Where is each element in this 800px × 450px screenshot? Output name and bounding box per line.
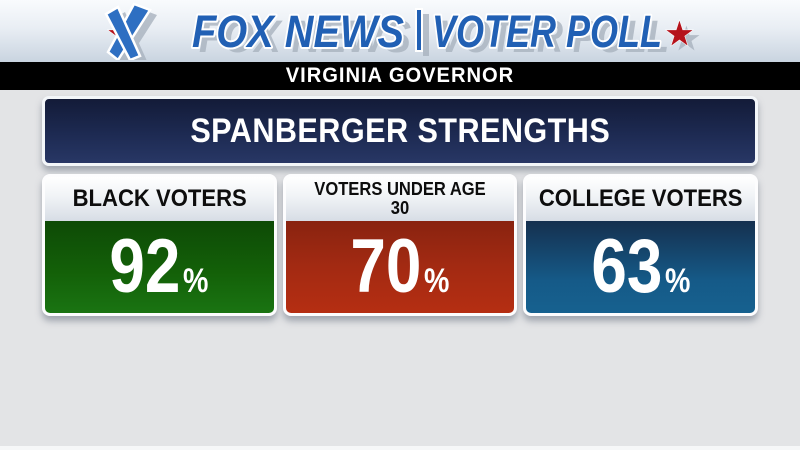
percent-sign: %	[424, 261, 450, 300]
logo-header: ★ FOX NEWS VOTER POLL ★ ★ FOX NEWS VOTER…	[0, 0, 800, 62]
logo-divider-shadow	[423, 14, 429, 56]
fox-news-voter-poll-logo: ★ FOX NEWS VOTER POLL ★ ★ FOX NEWS VOTER…	[104, 2, 700, 60]
title-banner: SPANBERGER STRENGTHS	[42, 96, 758, 166]
stat-number: 70 %	[350, 223, 450, 309]
stat-body: 92 %	[45, 221, 274, 313]
graphic-title: SPANBERGER STRENGTHS	[190, 111, 610, 150]
stats-row: BLACK VOTERS 92 % VOTERS UNDER AGE 30 70…	[42, 174, 759, 316]
graphic-stage: SPANBERGER STRENGTHS BLACK VOTERS 92 % V…	[0, 90, 800, 450]
stat-number: 63 %	[591, 223, 691, 309]
product-text: VOTER POLL	[432, 6, 662, 57]
stat-value: 70	[350, 223, 422, 309]
brand-text: FOX NEWS	[192, 6, 404, 57]
right-star-shadow: ★	[673, 23, 700, 56]
stat-number: 92 %	[109, 223, 209, 309]
stat-value: 92	[109, 223, 181, 309]
logo-divider	[415, 8, 423, 52]
stat-label: BLACK VOTERS	[72, 185, 247, 212]
stat-body: 70 %	[285, 221, 515, 313]
stat-body: 63 %	[526, 221, 756, 313]
logo-shadow-layer: ★ FOX NEWS VOTER POLL ★	[113, 9, 700, 60]
logo-main-layer: ★ FOX NEWS VOTER POLL ★	[104, 2, 694, 60]
brand-text-shadow: FOX NEWS	[199, 11, 411, 60]
stat-label: COLLEGE VOTERS	[538, 185, 743, 212]
searchlight-beam-icon	[104, 5, 142, 60]
stat-box-college-voters: COLLEGE VOTERS 63 %	[523, 174, 759, 316]
subtitle-bar: VIRGINIA GOVERNOR	[0, 62, 800, 90]
stat-header: BLACK VOTERS	[45, 177, 274, 221]
stat-label: VOTERS UNDER AGE 30	[314, 179, 486, 218]
percent-sign: %	[183, 261, 209, 300]
product-text-shadow: VOTER POLL	[439, 11, 669, 60]
stat-header: COLLEGE VOTERS	[526, 177, 756, 221]
percent-sign: %	[664, 261, 691, 300]
stat-box-voters-under-30: VOTERS UNDER AGE 30 70 %	[282, 174, 518, 316]
stat-value: 63	[591, 223, 663, 309]
stat-box-black-voters: BLACK VOTERS 92 %	[42, 174, 277, 316]
right-star-icon: ★	[666, 18, 693, 51]
bottom-strip	[0, 446, 800, 450]
race-subtitle: VIRGINIA GOVERNOR	[285, 64, 515, 87]
stat-header: VOTERS UNDER AGE 30	[285, 177, 515, 221]
